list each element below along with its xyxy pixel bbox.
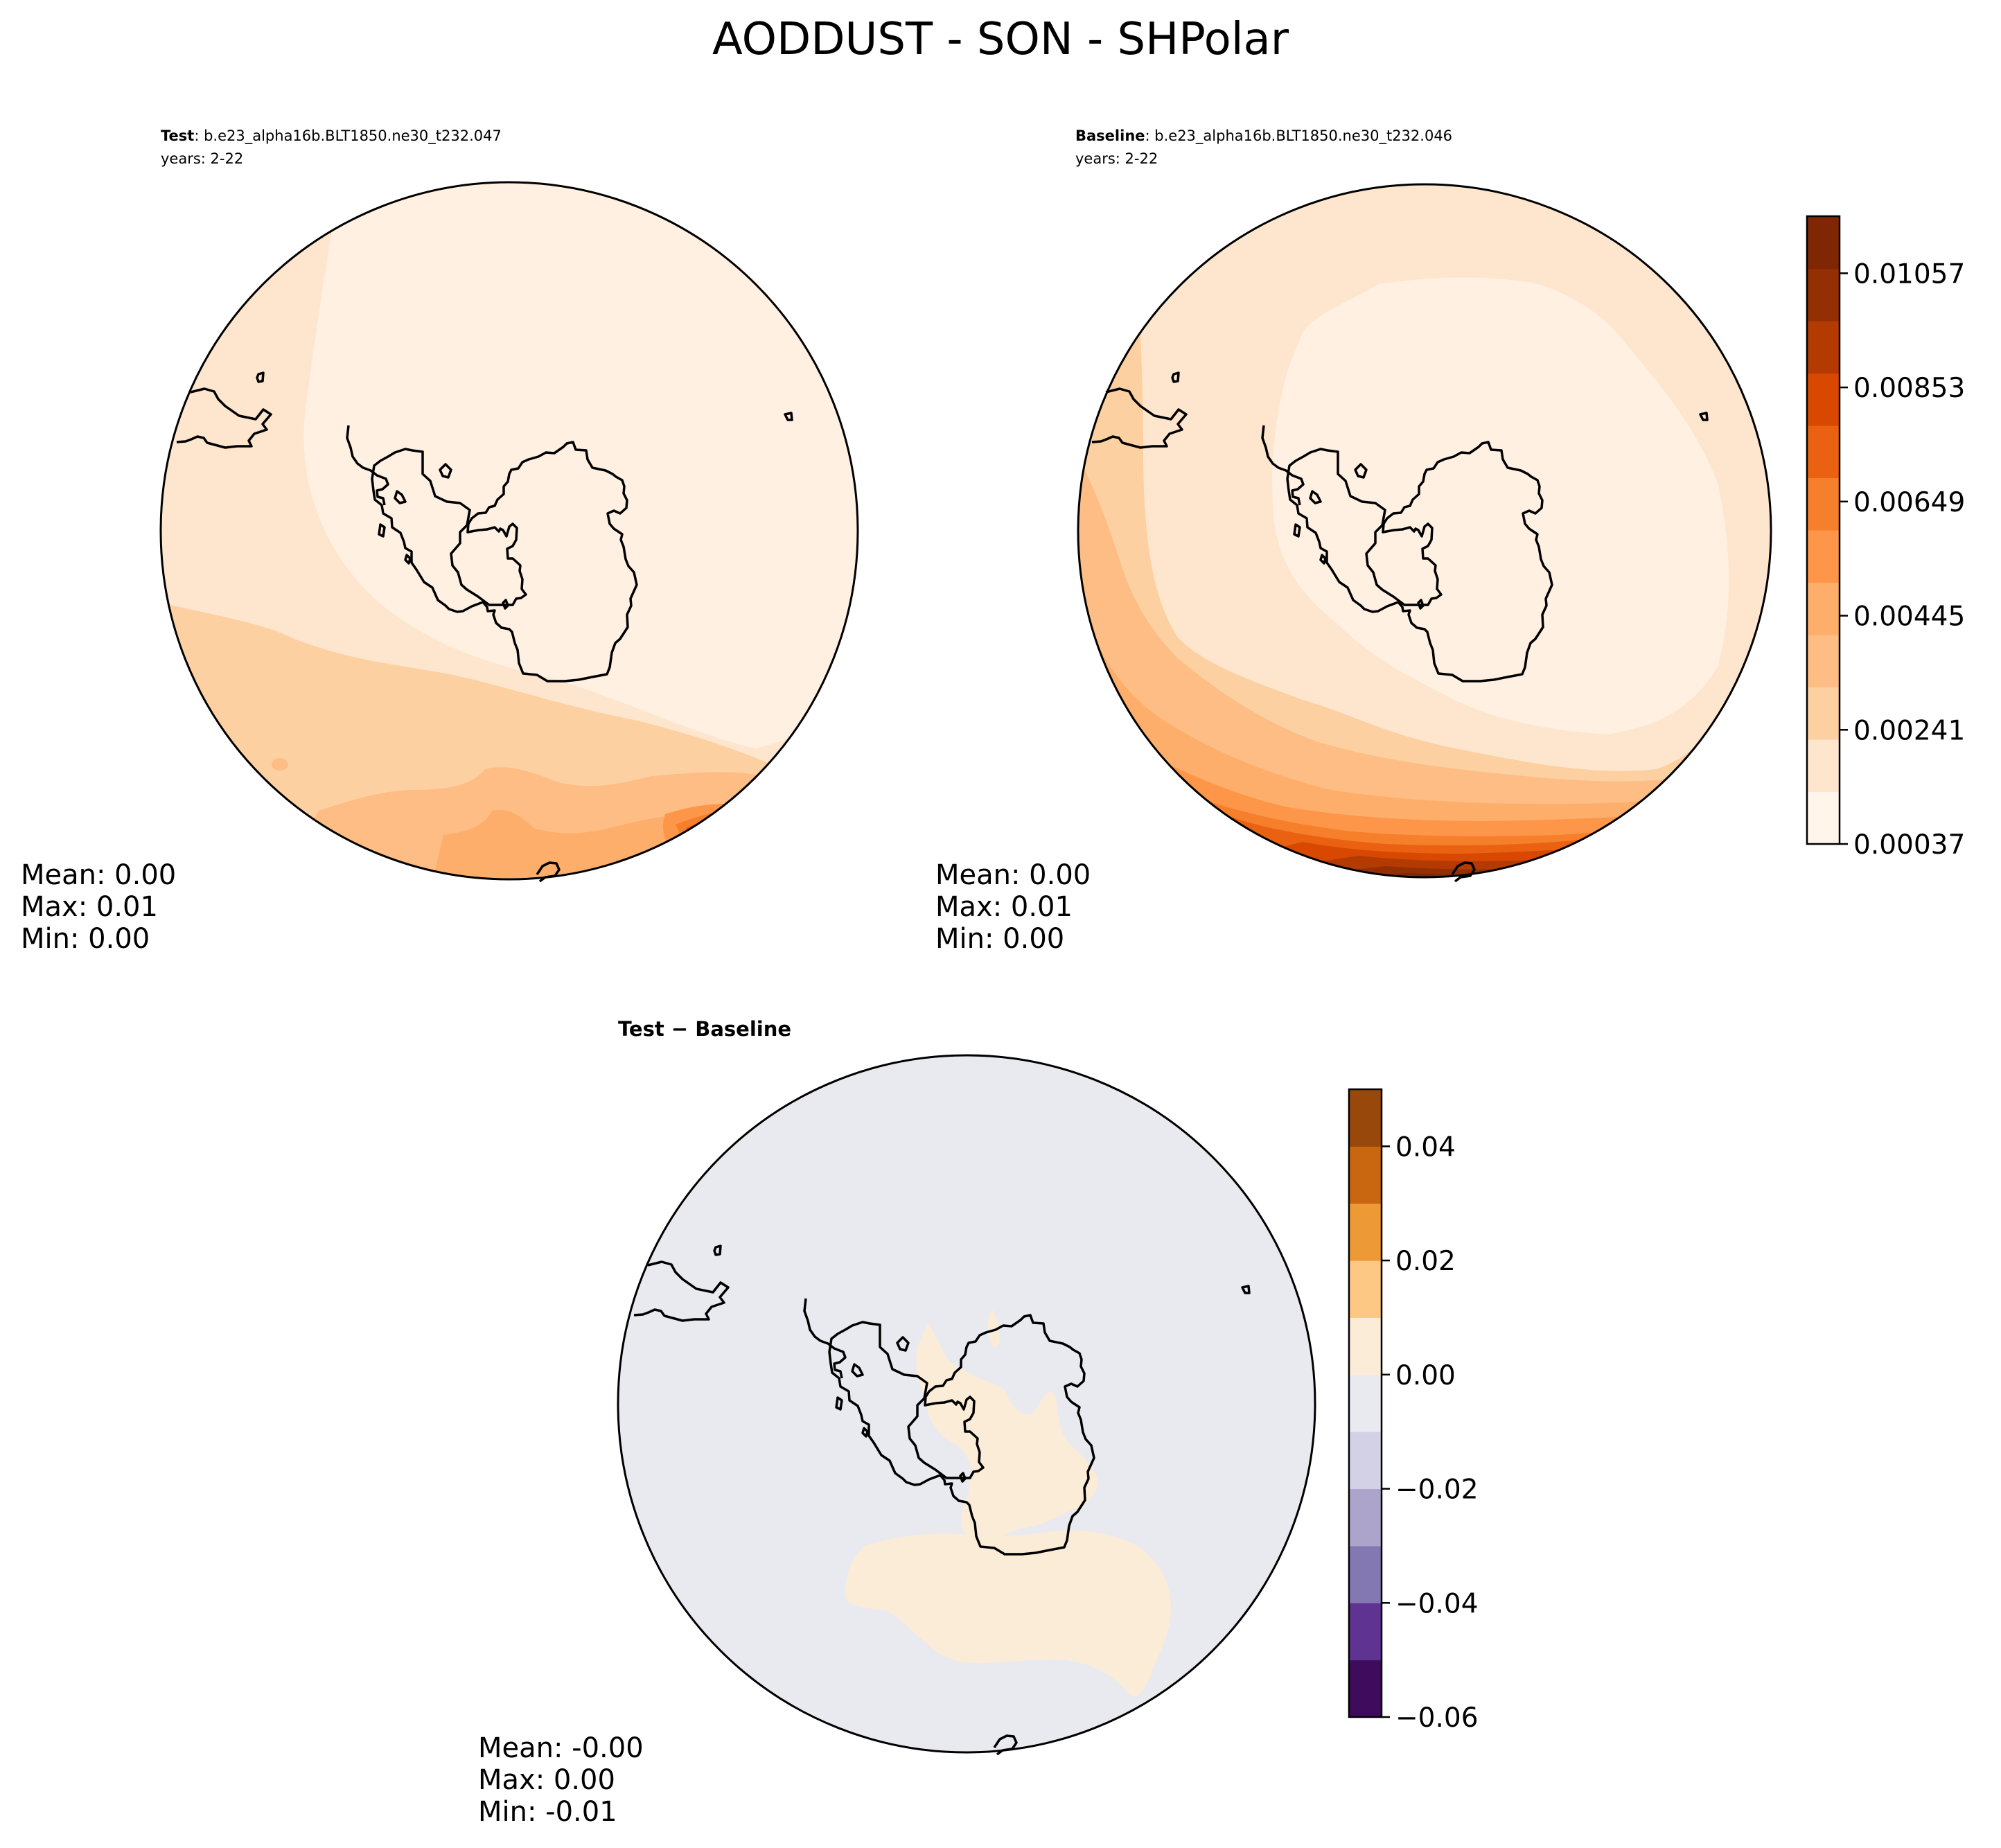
baseline-colorbar-swatch-1 xyxy=(1807,739,1840,792)
test-map-boundary xyxy=(159,181,859,881)
diff-positive-ocean xyxy=(845,1530,1171,1697)
baseline-colorbar-swatch-10 xyxy=(1807,268,1840,322)
baseline-label-rest: : b.e23_alpha16b.BLT1850.ne30_t232.046 xyxy=(1145,127,1453,145)
diff-colorbar-swatch-4 xyxy=(1349,1432,1382,1490)
test-label-bold: Test xyxy=(161,127,194,144)
baseline-colorbar-swatch-11 xyxy=(1807,216,1840,269)
test-min: Min: 0.00 xyxy=(21,923,150,955)
diff-colorbar-swatch-10 xyxy=(1349,1089,1382,1147)
diff-colorbar-swatch-8 xyxy=(1349,1203,1382,1261)
diff-positive-antarctica xyxy=(916,1323,1098,1542)
baseline-min: Min: 0.00 xyxy=(935,923,1064,955)
diff-colorbar-swatch-0 xyxy=(1349,1660,1382,1718)
baseline-colorbar-swatch-6 xyxy=(1807,477,1840,531)
diff-map-boundary xyxy=(617,1054,1316,1754)
baseline-colorbar-tick-label-2: 0.00445 xyxy=(1853,601,1965,633)
diff-colorbar-swatch-2 xyxy=(1349,1545,1382,1603)
diff-colorbar-swatch-1 xyxy=(1349,1603,1382,1661)
baseline-level-0 xyxy=(1272,277,1729,734)
figure-title: AODDUST - SON - SHPolar xyxy=(712,14,1289,65)
baseline-colorbar-tick-label-3: 0.00649 xyxy=(1853,487,1965,518)
diff-positive-patch xyxy=(987,1310,1000,1347)
baseline-colorbar-tick-label-5: 0.01057 xyxy=(1853,258,1965,290)
diff-colorbar-tick-label-3: −0.02 xyxy=(1395,1475,1479,1506)
diff-colorbar-swatch-7 xyxy=(1349,1260,1382,1318)
test-mean: Mean: 0.00 xyxy=(21,859,176,891)
diff-colorbar-tick-label-5: −0.06 xyxy=(1395,1702,1479,1734)
test-max: Max: 0.01 xyxy=(21,891,158,923)
test-small-patch xyxy=(272,758,288,771)
baseline-colorbar-tick-label-0: 0.00037 xyxy=(1853,829,1965,861)
baseline-colorbar-frame xyxy=(1806,215,1841,845)
diff-colorbar-tick-label-4: −0.04 xyxy=(1395,1588,1479,1619)
baseline-colorbar-swatch-8 xyxy=(1807,373,1840,426)
diff-colorbar: 0.04 0.02 0.00 −0.02 −0.04 −0.06 xyxy=(1348,1088,1479,1734)
baseline-years: years: 2-22 xyxy=(1075,150,1158,167)
baseline-colorbar: 0.00037 0.00241 0.00445 0.00649 0.00853 0.010… xyxy=(1806,215,1965,861)
diff-colorbar-swatch-6 xyxy=(1349,1317,1382,1375)
diff-panel-label: Test − Baseline xyxy=(618,1017,791,1041)
baseline-panel: Baseline: b.e23_alpha16b.BLT1850.ne30_t2… xyxy=(935,127,1965,955)
diff-panel: Test − Baseline Mean: -0.00 Max: 0.00 Mi… xyxy=(478,1017,1479,1828)
diff-colorbar-swatch-3 xyxy=(1349,1488,1382,1547)
test-panel-label: Test: b.e23_alpha16b.BLT1850.ne30_t232.0… xyxy=(161,127,502,145)
diff-colorbar-tick-label-0: 0.04 xyxy=(1395,1132,1456,1163)
baseline-colorbar-swatch-5 xyxy=(1807,530,1840,583)
test-panel: Test: b.e23_alpha16b.BLT1850.ne30_t232.0… xyxy=(21,127,859,955)
diff-colorbar-tick-label-2: 0.00 xyxy=(1395,1360,1456,1391)
test-label-rest: : b.e23_alpha16b.BLT1850.ne30_t232.047 xyxy=(194,127,502,145)
baseline-max: Max: 0.01 xyxy=(935,891,1073,923)
diff-max: Max: 0.00 xyxy=(478,1764,615,1796)
diff-min: Min: -0.01 xyxy=(478,1796,617,1828)
baseline-colorbar-swatch-3 xyxy=(1807,635,1840,687)
diff-mean: Mean: -0.00 xyxy=(478,1732,644,1764)
baseline-label-bold: Baseline xyxy=(1075,127,1145,144)
baseline-mean: Mean: 0.00 xyxy=(935,859,1091,891)
test-map xyxy=(161,182,858,879)
diff-colorbar-swatch-5 xyxy=(1349,1374,1382,1432)
baseline-colorbar-tick-label-4: 0.00853 xyxy=(1853,373,1965,404)
baseline-map-boundary xyxy=(1077,183,1772,879)
baseline-colorbar-swatch-9 xyxy=(1807,321,1840,373)
baseline-colorbar-swatch-0 xyxy=(1807,791,1840,845)
diff-colorbar-tick-label-1: 0.02 xyxy=(1395,1246,1456,1277)
baseline-colorbar-swatch-7 xyxy=(1807,425,1840,478)
baseline-level-10 xyxy=(1078,865,1771,877)
baseline-colorbar-swatch-4 xyxy=(1807,582,1840,635)
test-years: years: 2-22 xyxy=(161,150,243,167)
baseline-map xyxy=(1078,184,1771,877)
diff-colorbar-swatch-9 xyxy=(1349,1146,1382,1204)
baseline-panel-label: Baseline: b.e23_alpha16b.BLT1850.ne30_t2… xyxy=(1075,127,1452,145)
baseline-colorbar-tick-label-1: 0.00241 xyxy=(1853,715,1965,746)
baseline-colorbar-swatch-2 xyxy=(1807,687,1840,740)
diff-colorbar-frame xyxy=(1348,1088,1383,1718)
